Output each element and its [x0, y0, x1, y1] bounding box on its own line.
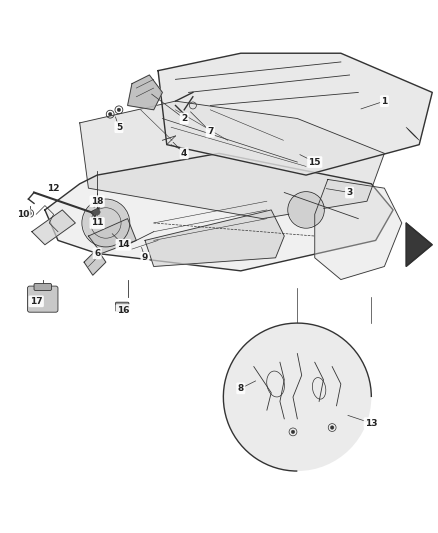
- Polygon shape: [32, 210, 75, 245]
- Text: 7: 7: [207, 127, 213, 136]
- Polygon shape: [91, 208, 99, 216]
- Circle shape: [28, 212, 32, 215]
- Text: 2: 2: [181, 114, 187, 123]
- Polygon shape: [84, 249, 106, 275]
- FancyBboxPatch shape: [116, 302, 129, 311]
- Text: 14: 14: [117, 240, 130, 249]
- Text: 12: 12: [47, 184, 60, 192]
- Polygon shape: [145, 210, 284, 266]
- Circle shape: [94, 209, 100, 215]
- Circle shape: [330, 426, 334, 429]
- Text: 8: 8: [238, 384, 244, 393]
- Circle shape: [291, 430, 295, 434]
- Polygon shape: [88, 219, 136, 254]
- FancyBboxPatch shape: [28, 286, 58, 312]
- Polygon shape: [158, 53, 432, 175]
- Circle shape: [117, 108, 120, 111]
- Text: 17: 17: [30, 297, 42, 306]
- Polygon shape: [406, 223, 432, 266]
- Text: 10: 10: [17, 210, 29, 219]
- Text: 3: 3: [346, 188, 353, 197]
- Text: 1: 1: [381, 96, 388, 106]
- Polygon shape: [80, 101, 385, 219]
- Text: 6: 6: [94, 249, 100, 258]
- Circle shape: [289, 192, 323, 228]
- Text: 18: 18: [91, 197, 103, 206]
- Circle shape: [83, 200, 129, 246]
- Polygon shape: [45, 154, 393, 271]
- Text: 11: 11: [91, 219, 103, 228]
- Circle shape: [109, 112, 112, 116]
- Text: 9: 9: [142, 253, 148, 262]
- Polygon shape: [315, 180, 402, 279]
- Text: 4: 4: [181, 149, 187, 158]
- Polygon shape: [127, 75, 162, 110]
- Text: 16: 16: [117, 305, 130, 314]
- Text: 5: 5: [116, 123, 122, 132]
- Circle shape: [223, 323, 371, 471]
- Text: 15: 15: [308, 158, 321, 166]
- Text: 13: 13: [365, 419, 378, 427]
- FancyBboxPatch shape: [34, 284, 51, 290]
